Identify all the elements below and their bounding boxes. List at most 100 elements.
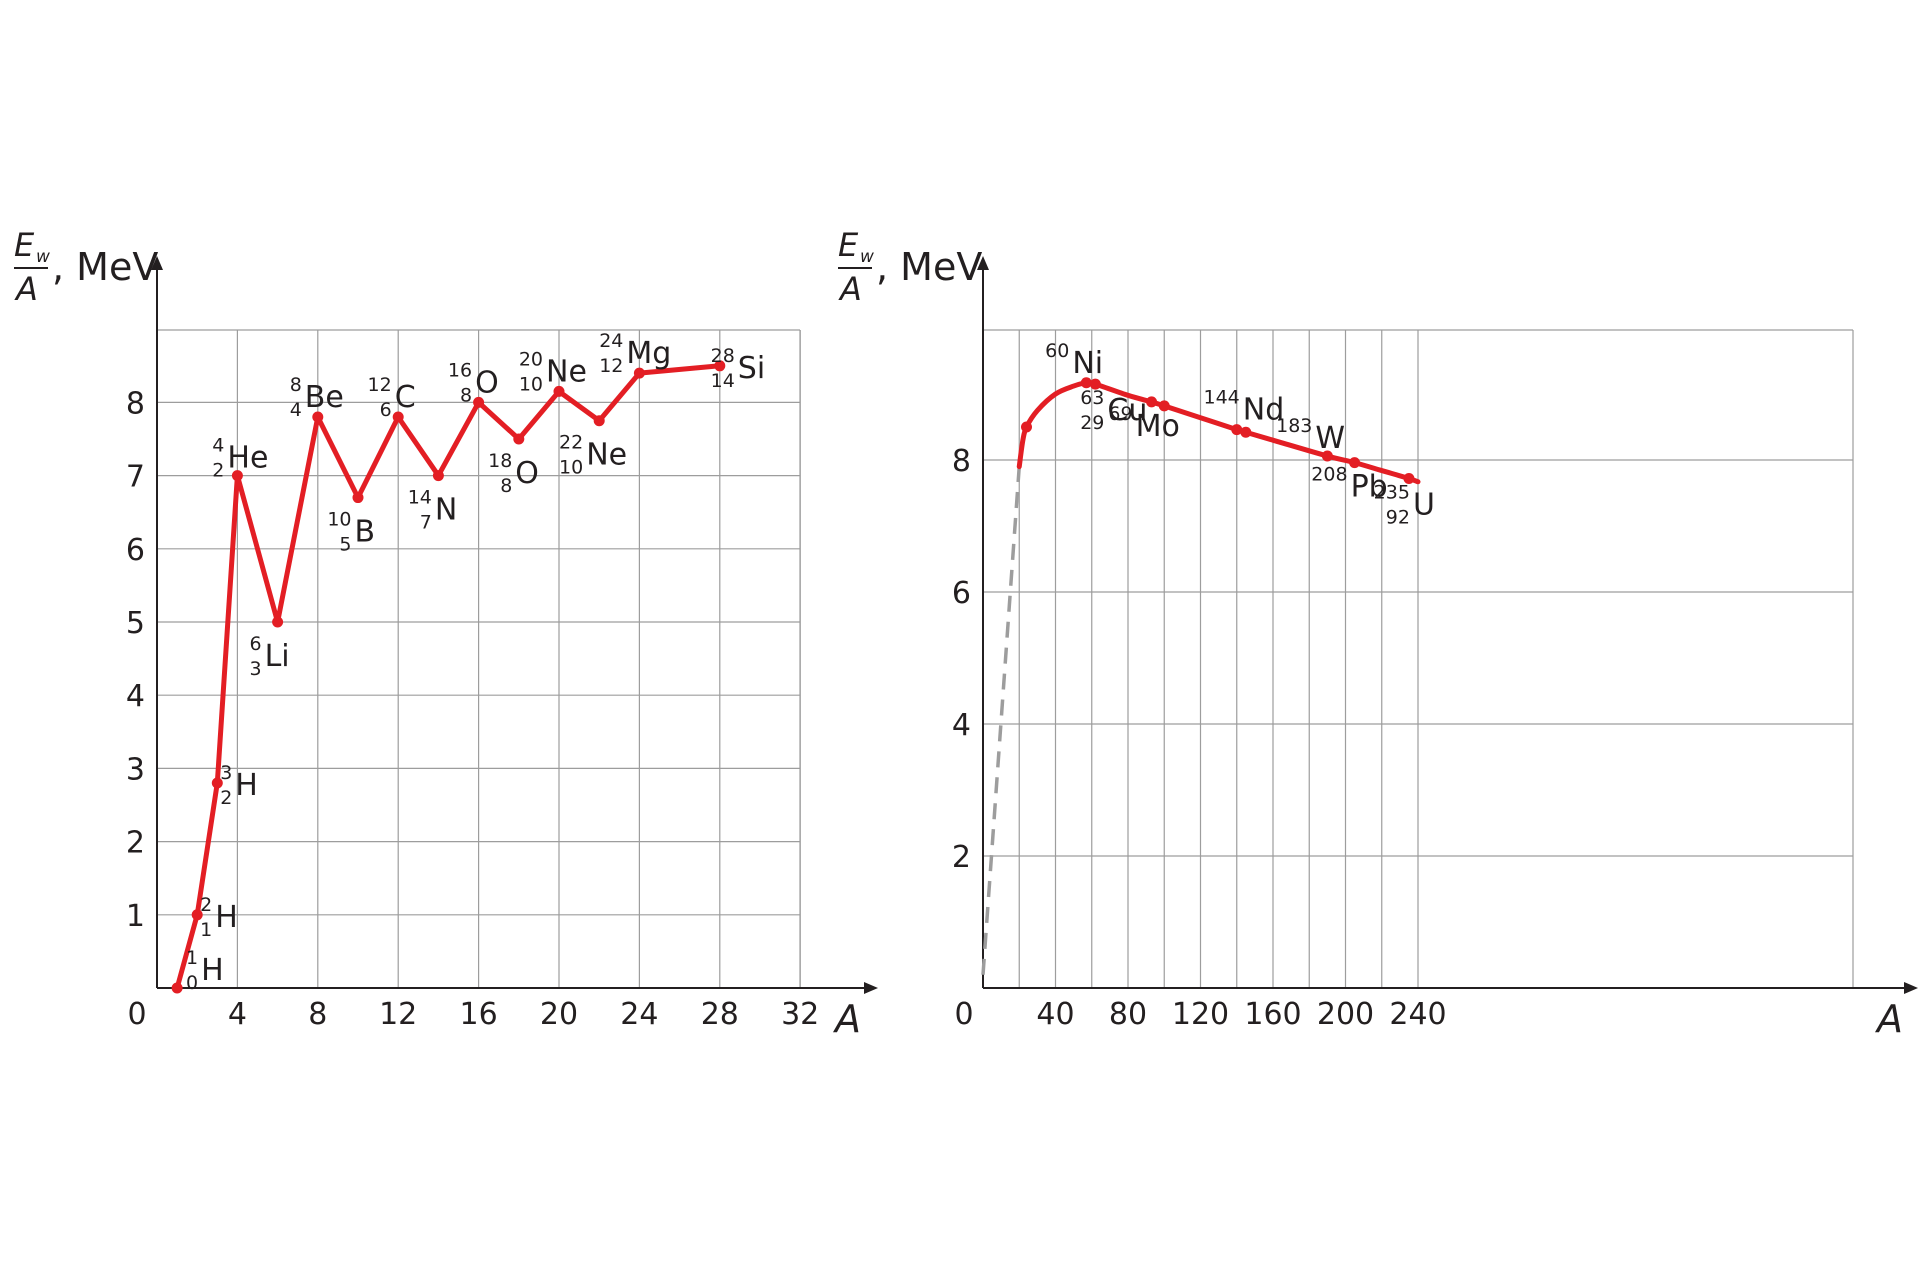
- data-point: [1021, 421, 1032, 433]
- y-axis-title-subscript: w: [860, 247, 874, 267]
- isotope-symbol: H: [235, 768, 258, 803]
- isotope-atomic-number: 10: [519, 373, 543, 395]
- data-point: [714, 360, 726, 372]
- isotope-symbol: Cu: [1107, 393, 1147, 428]
- isotope-atomic-number: 2: [212, 460, 224, 482]
- x-tick-label: 24: [620, 997, 658, 1032]
- isotope-mass-number: 14: [408, 487, 432, 509]
- y-tick-label: 6: [126, 533, 145, 568]
- x-tick-label: 200: [1317, 997, 1374, 1032]
- isotope-symbol: Be: [305, 380, 344, 415]
- isotope-symbol: N: [435, 493, 457, 528]
- y-axis-title-denominator: A: [838, 270, 862, 308]
- data-point: [633, 367, 645, 379]
- x-tick-label: 120: [1172, 997, 1229, 1032]
- isotope-mass-number: 18: [488, 450, 512, 472]
- grid: [983, 329, 1854, 988]
- data-point: [171, 982, 183, 994]
- y-tick-label: 5: [126, 606, 145, 641]
- isotope-label: O16 8: [448, 359, 499, 406]
- isotope-symbol: Si: [738, 351, 765, 386]
- x-tick-label: 80: [1109, 997, 1147, 1032]
- dashed-extrapolation: [981, 466, 1021, 975]
- isotope-label: H1 0: [186, 947, 224, 994]
- x-axis-arrow: [864, 982, 878, 994]
- data-point: [1146, 396, 1158, 408]
- y-axis-arrow: [151, 256, 163, 270]
- isotope-atomic-number: 12: [599, 355, 623, 377]
- isotope-mass-number: 208: [1311, 464, 1347, 486]
- isotope-mass-number: 10: [327, 509, 351, 531]
- data-point: [352, 492, 364, 504]
- isotope-symbol: Pb: [1351, 470, 1388, 505]
- isotope-mass-number: 63: [1080, 387, 1104, 409]
- isotope-mass-number: 1: [186, 947, 198, 969]
- y-tick-label: 4: [952, 708, 971, 743]
- isotope-atomic-number: 7: [420, 512, 432, 534]
- isotope-atomic-number: 29: [1080, 412, 1104, 434]
- x-tick-label: 12: [379, 997, 417, 1032]
- x-tick-label: 16: [460, 997, 498, 1032]
- y-axis-title-unit: , MeV: [876, 245, 982, 289]
- isotope-atomic-number: 4: [290, 399, 302, 421]
- data-point: [473, 396, 485, 408]
- x-tick-label: 20: [540, 997, 578, 1032]
- x-tick-label: 4: [228, 997, 247, 1032]
- x-tick-label: 0: [127, 997, 146, 1032]
- x-axis-title: A: [832, 997, 861, 1041]
- x-tick-label: 28: [701, 997, 739, 1032]
- y-axis-title-numerator: E: [838, 226, 859, 264]
- data-point: [1321, 450, 1333, 462]
- isotope-atomic-number: 1: [200, 919, 212, 941]
- x-axis-arrow: [1904, 982, 1918, 994]
- isotope-label: C12 6: [368, 374, 416, 421]
- isotope-mass-number: 183: [1276, 415, 1312, 437]
- isotope-atomic-number: 14: [711, 370, 735, 392]
- x-tick-label: 0: [954, 997, 973, 1032]
- isotope-symbol: U: [1413, 487, 1435, 522]
- data-point: [191, 909, 203, 921]
- data-point: [272, 616, 284, 628]
- data-point: [1349, 457, 1361, 469]
- y-tick-label: 4: [126, 679, 145, 714]
- data-point: [1403, 472, 1415, 484]
- isotope-mass-number: 28: [711, 345, 735, 367]
- data-point: [392, 411, 404, 423]
- data-point: [1080, 377, 1092, 389]
- data-point: [553, 385, 565, 397]
- x-tick-label: 8: [308, 997, 327, 1032]
- x-tick-label: 40: [1036, 997, 1074, 1032]
- isotope-atomic-number: 8: [500, 475, 512, 497]
- isotope-mass-number: 4: [212, 435, 224, 457]
- isotope-atomic-number: 8: [460, 384, 472, 406]
- x-tick-label: 160: [1244, 997, 1301, 1032]
- isotope-symbol: He: [227, 441, 268, 476]
- y-tick-label: 8: [126, 386, 145, 421]
- isotope-label: N14 7: [408, 487, 458, 534]
- y-tick-label: 1: [126, 899, 145, 934]
- isotope-symbol: O: [475, 365, 499, 400]
- data-point: [1158, 400, 1170, 412]
- isotope-symbol: O: [515, 456, 539, 491]
- isotope-label: O18 8: [488, 450, 539, 497]
- isotope-label: B10 5: [327, 509, 375, 556]
- isotope-mass-number: 8: [290, 374, 302, 396]
- isotope-atomic-number: 92: [1386, 506, 1410, 528]
- isotope-symbol: Ne: [546, 354, 587, 389]
- data-point: [211, 777, 223, 789]
- isotope-symbol: Li: [265, 639, 290, 674]
- isotope-symbol: Mo: [1136, 409, 1180, 444]
- isotope-symbol: Mg: [626, 336, 671, 371]
- data-point: [513, 433, 525, 445]
- isotope-symbol: H: [215, 900, 238, 935]
- y-tick-label: 3: [126, 752, 145, 787]
